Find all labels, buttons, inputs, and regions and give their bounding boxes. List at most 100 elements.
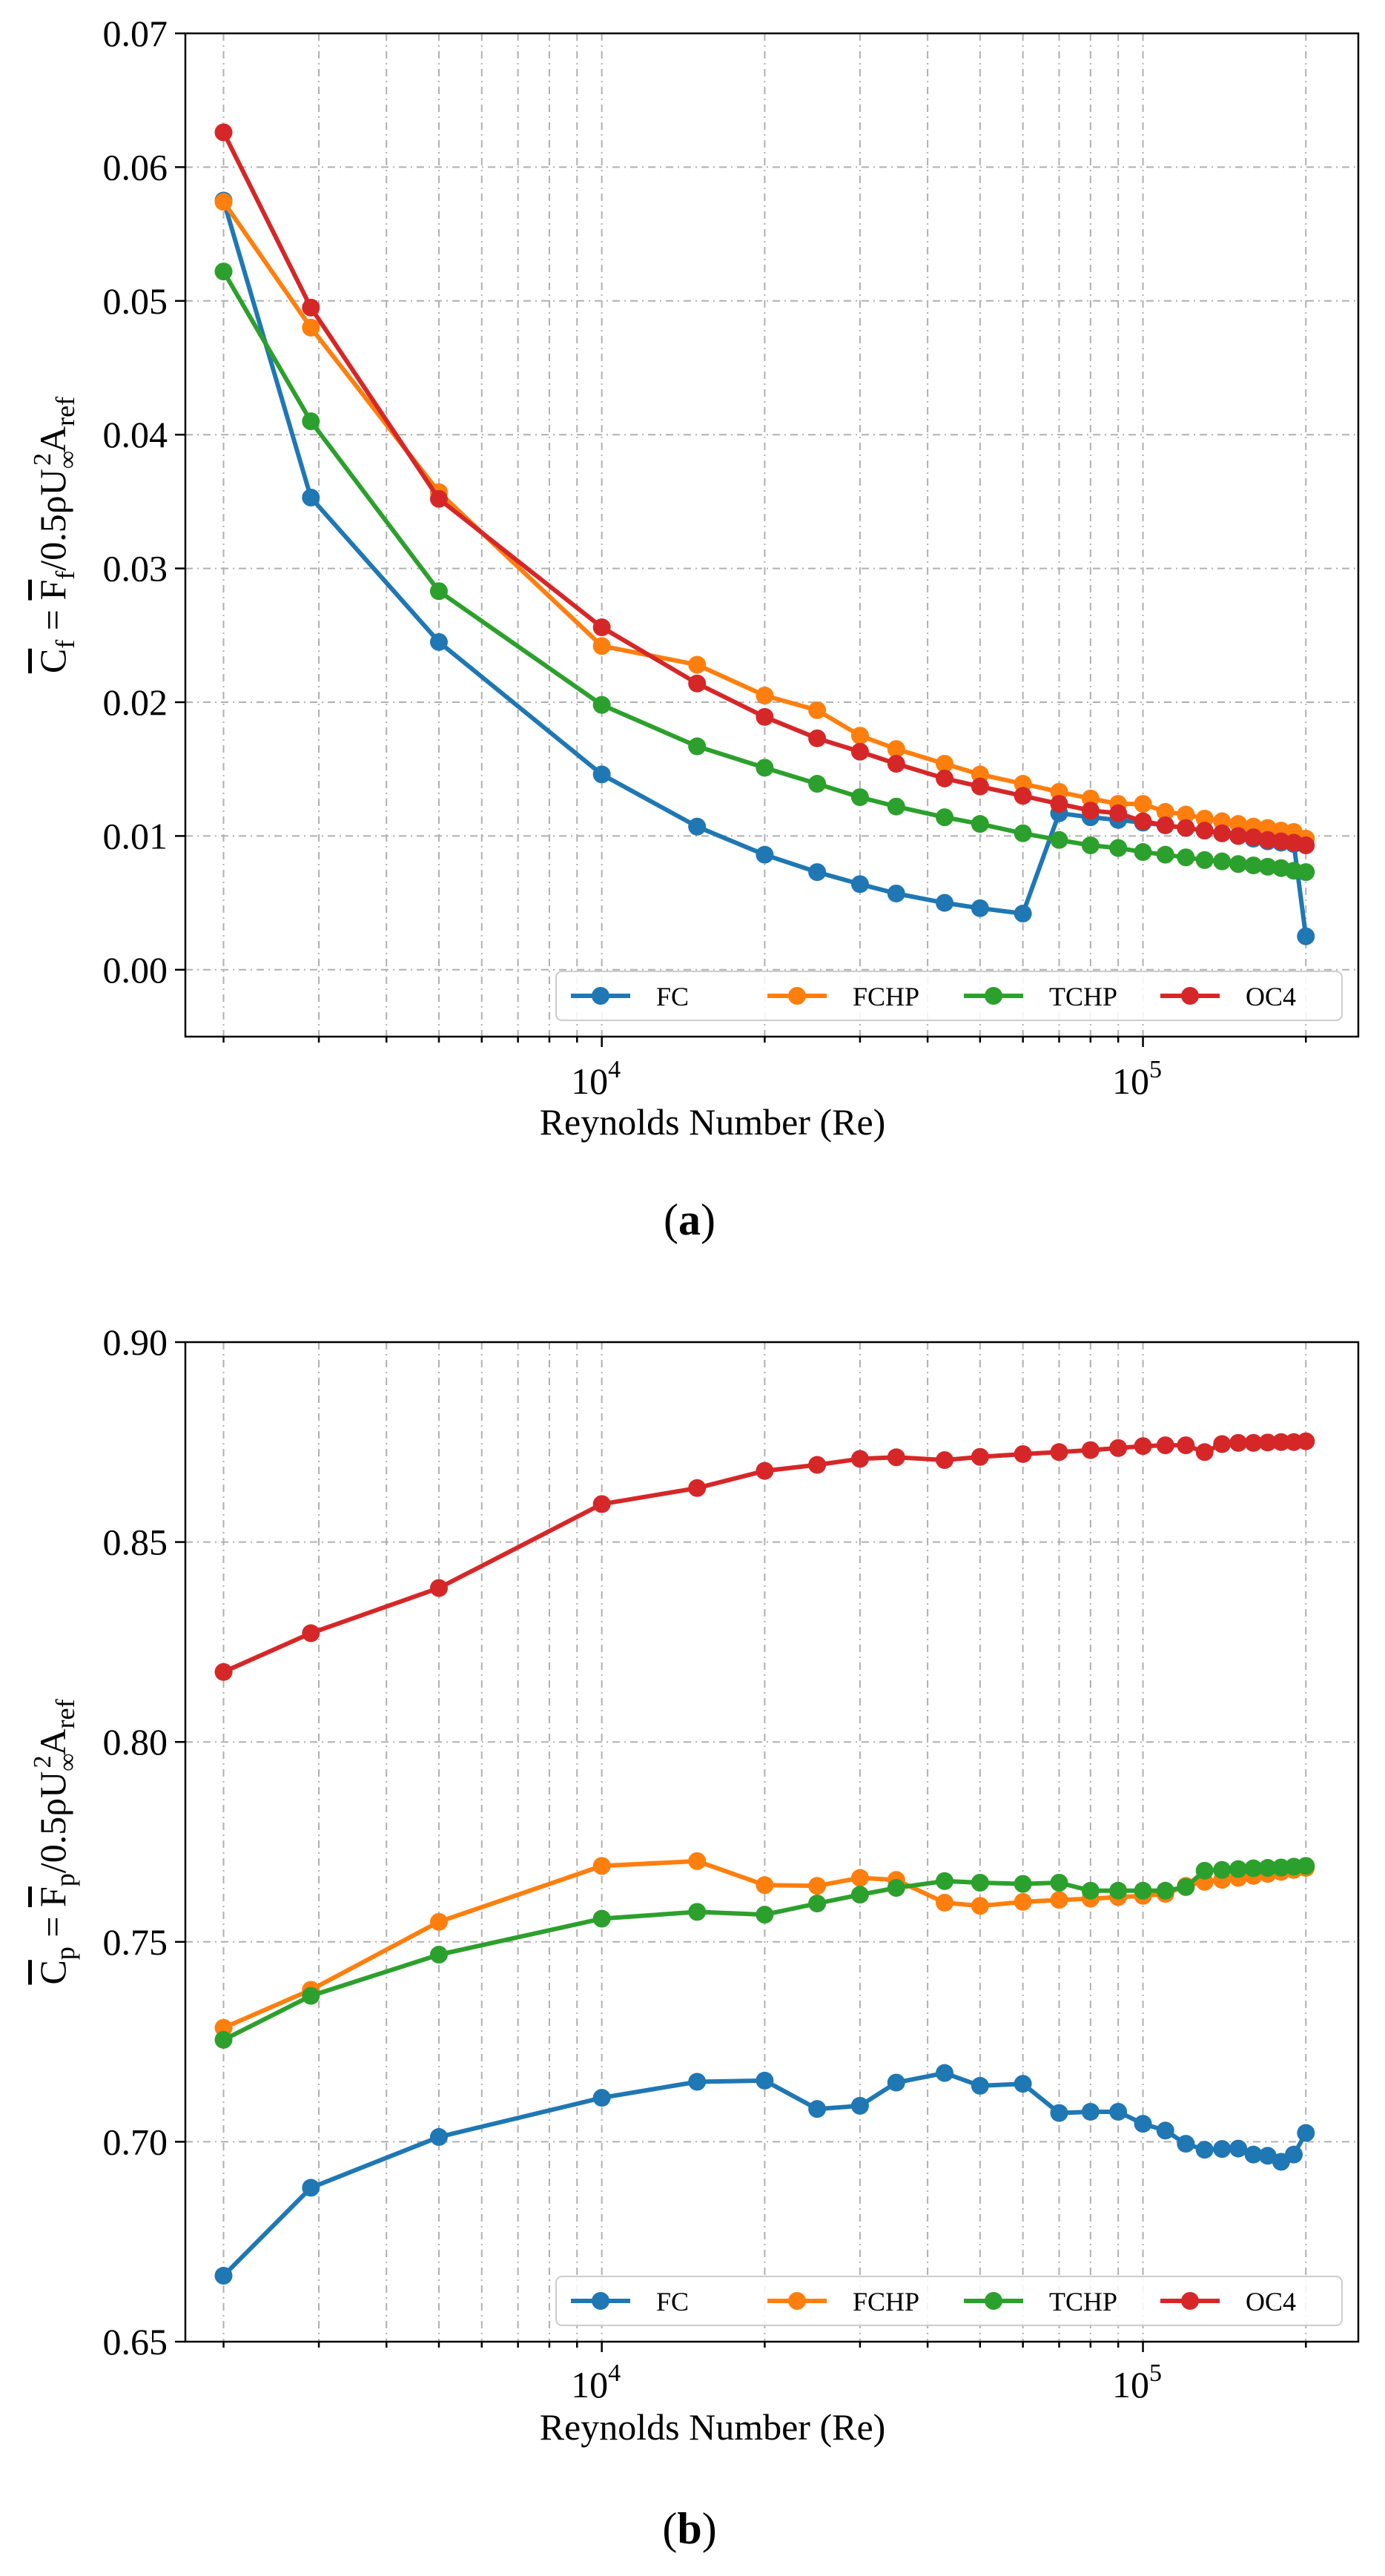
data-point: [1258, 2147, 1277, 2165]
data-point: [1050, 1443, 1068, 1462]
legend-box: [555, 2276, 1343, 2326]
data-point: [1014, 824, 1032, 842]
data-point: [688, 737, 707, 756]
data-point: [808, 1895, 827, 1913]
data-point: [1213, 1860, 1232, 1879]
data-point: [214, 262, 233, 281]
data-point: [887, 1879, 905, 1898]
data-point: [756, 759, 774, 777]
data-point: [936, 1872, 954, 1890]
data-point: [808, 701, 827, 719]
data-point: [1177, 805, 1195, 824]
data-point: [936, 1893, 954, 1912]
data-point: [1050, 795, 1068, 813]
data-point: [1134, 2115, 1152, 2133]
legend-label: TCHP: [1049, 982, 1117, 1011]
series-fc: [214, 2064, 1315, 2285]
data-point: [429, 582, 448, 601]
data-point: [1177, 819, 1195, 837]
data-point: [1297, 863, 1315, 882]
data-point: [1050, 830, 1068, 849]
data-point: [1109, 2102, 1128, 2121]
data-point: [429, 2127, 448, 2146]
x-tick-label: 104: [571, 1056, 621, 1102]
legend-marker: [985, 987, 1002, 1005]
x-tick-label: 105: [1112, 1056, 1162, 1102]
data-point: [1244, 856, 1263, 875]
data-point: [1229, 855, 1248, 873]
data-point: [214, 123, 233, 142]
data-point: [1134, 843, 1152, 862]
legend-label: TCHP: [1049, 2287, 1117, 2316]
data-point: [808, 775, 827, 793]
data-point: [302, 412, 320, 431]
data-point: [1258, 1859, 1277, 1877]
data-point: [808, 729, 827, 747]
data-point: [756, 2071, 774, 2090]
x-axis-title: Reynolds Number (Re): [540, 2406, 886, 2448]
legend-marker: [1181, 987, 1199, 1005]
data-point: [688, 655, 707, 674]
legend-entry-fchp: FCHP: [767, 2287, 919, 2316]
data-point: [1272, 1433, 1290, 1451]
legend-label: OC4: [1246, 2287, 1296, 2316]
y-tick-label: 0.04: [103, 414, 168, 455]
data-point: [1014, 1444, 1032, 1463]
legend-box: [555, 971, 1343, 1021]
data-point: [971, 2076, 989, 2095]
data-point: [1297, 927, 1315, 945]
data-point: [1297, 836, 1315, 855]
data-point: [1081, 836, 1100, 855]
data-point: [1156, 802, 1174, 821]
data-point: [1134, 795, 1152, 813]
data-point: [592, 765, 611, 784]
data-point: [1177, 2135, 1195, 2153]
x-axis-title: Reynolds Number (Re): [540, 1101, 886, 1143]
series-tchp: [214, 262, 1315, 882]
legend-entry-fchp: FCHP: [767, 982, 919, 1011]
data-point: [1109, 804, 1128, 822]
data-point: [850, 2096, 869, 2115]
data-point: [429, 1912, 448, 1931]
data-point: [936, 808, 954, 827]
data-point: [1244, 1433, 1263, 1452]
data-point: [1109, 1881, 1128, 1900]
plot-frame: [184, 1341, 1360, 2343]
data-point: [971, 1897, 989, 1915]
data-point: [1258, 1433, 1277, 1452]
data-point: [688, 817, 707, 836]
data-point: [1156, 1881, 1174, 1900]
legend-entry-oc4: OC4: [1160, 982, 1296, 1011]
legend-label: FCHP: [853, 2287, 919, 2316]
data-point: [971, 899, 989, 917]
data-point: [1285, 2145, 1303, 2164]
data-point: [1297, 1432, 1315, 1450]
y-tick-label: 0.06: [103, 146, 168, 188]
data-point: [688, 1479, 707, 1497]
data-point: [887, 884, 905, 902]
data-point: [1195, 1861, 1214, 1880]
data-point: [936, 2064, 954, 2082]
data-point: [887, 740, 905, 759]
data-point: [1177, 1877, 1195, 1896]
data-point: [302, 488, 320, 506]
series-fchp: [214, 1852, 1315, 2037]
data-point: [887, 754, 905, 773]
y-tick-label: 0.01: [103, 815, 168, 856]
data-point: [1109, 839, 1128, 857]
series-oc4: [214, 1432, 1315, 1681]
data-point: [1109, 1439, 1128, 1457]
data-point: [1050, 2104, 1068, 2122]
y-tick-label: 0.07: [103, 13, 168, 54]
data-point: [1229, 2139, 1248, 2158]
series-oc4: [214, 123, 1315, 855]
data-point: [850, 1450, 869, 1468]
data-point: [1156, 816, 1174, 834]
data-point: [808, 1456, 827, 1474]
data-point: [1297, 2124, 1315, 2142]
series-group: [214, 123, 1315, 945]
data-point: [1014, 905, 1032, 923]
y-tick-label: 0.80: [103, 1721, 168, 1763]
data-point: [1081, 1881, 1100, 1900]
series-line-fc: [222, 2070, 1308, 2278]
